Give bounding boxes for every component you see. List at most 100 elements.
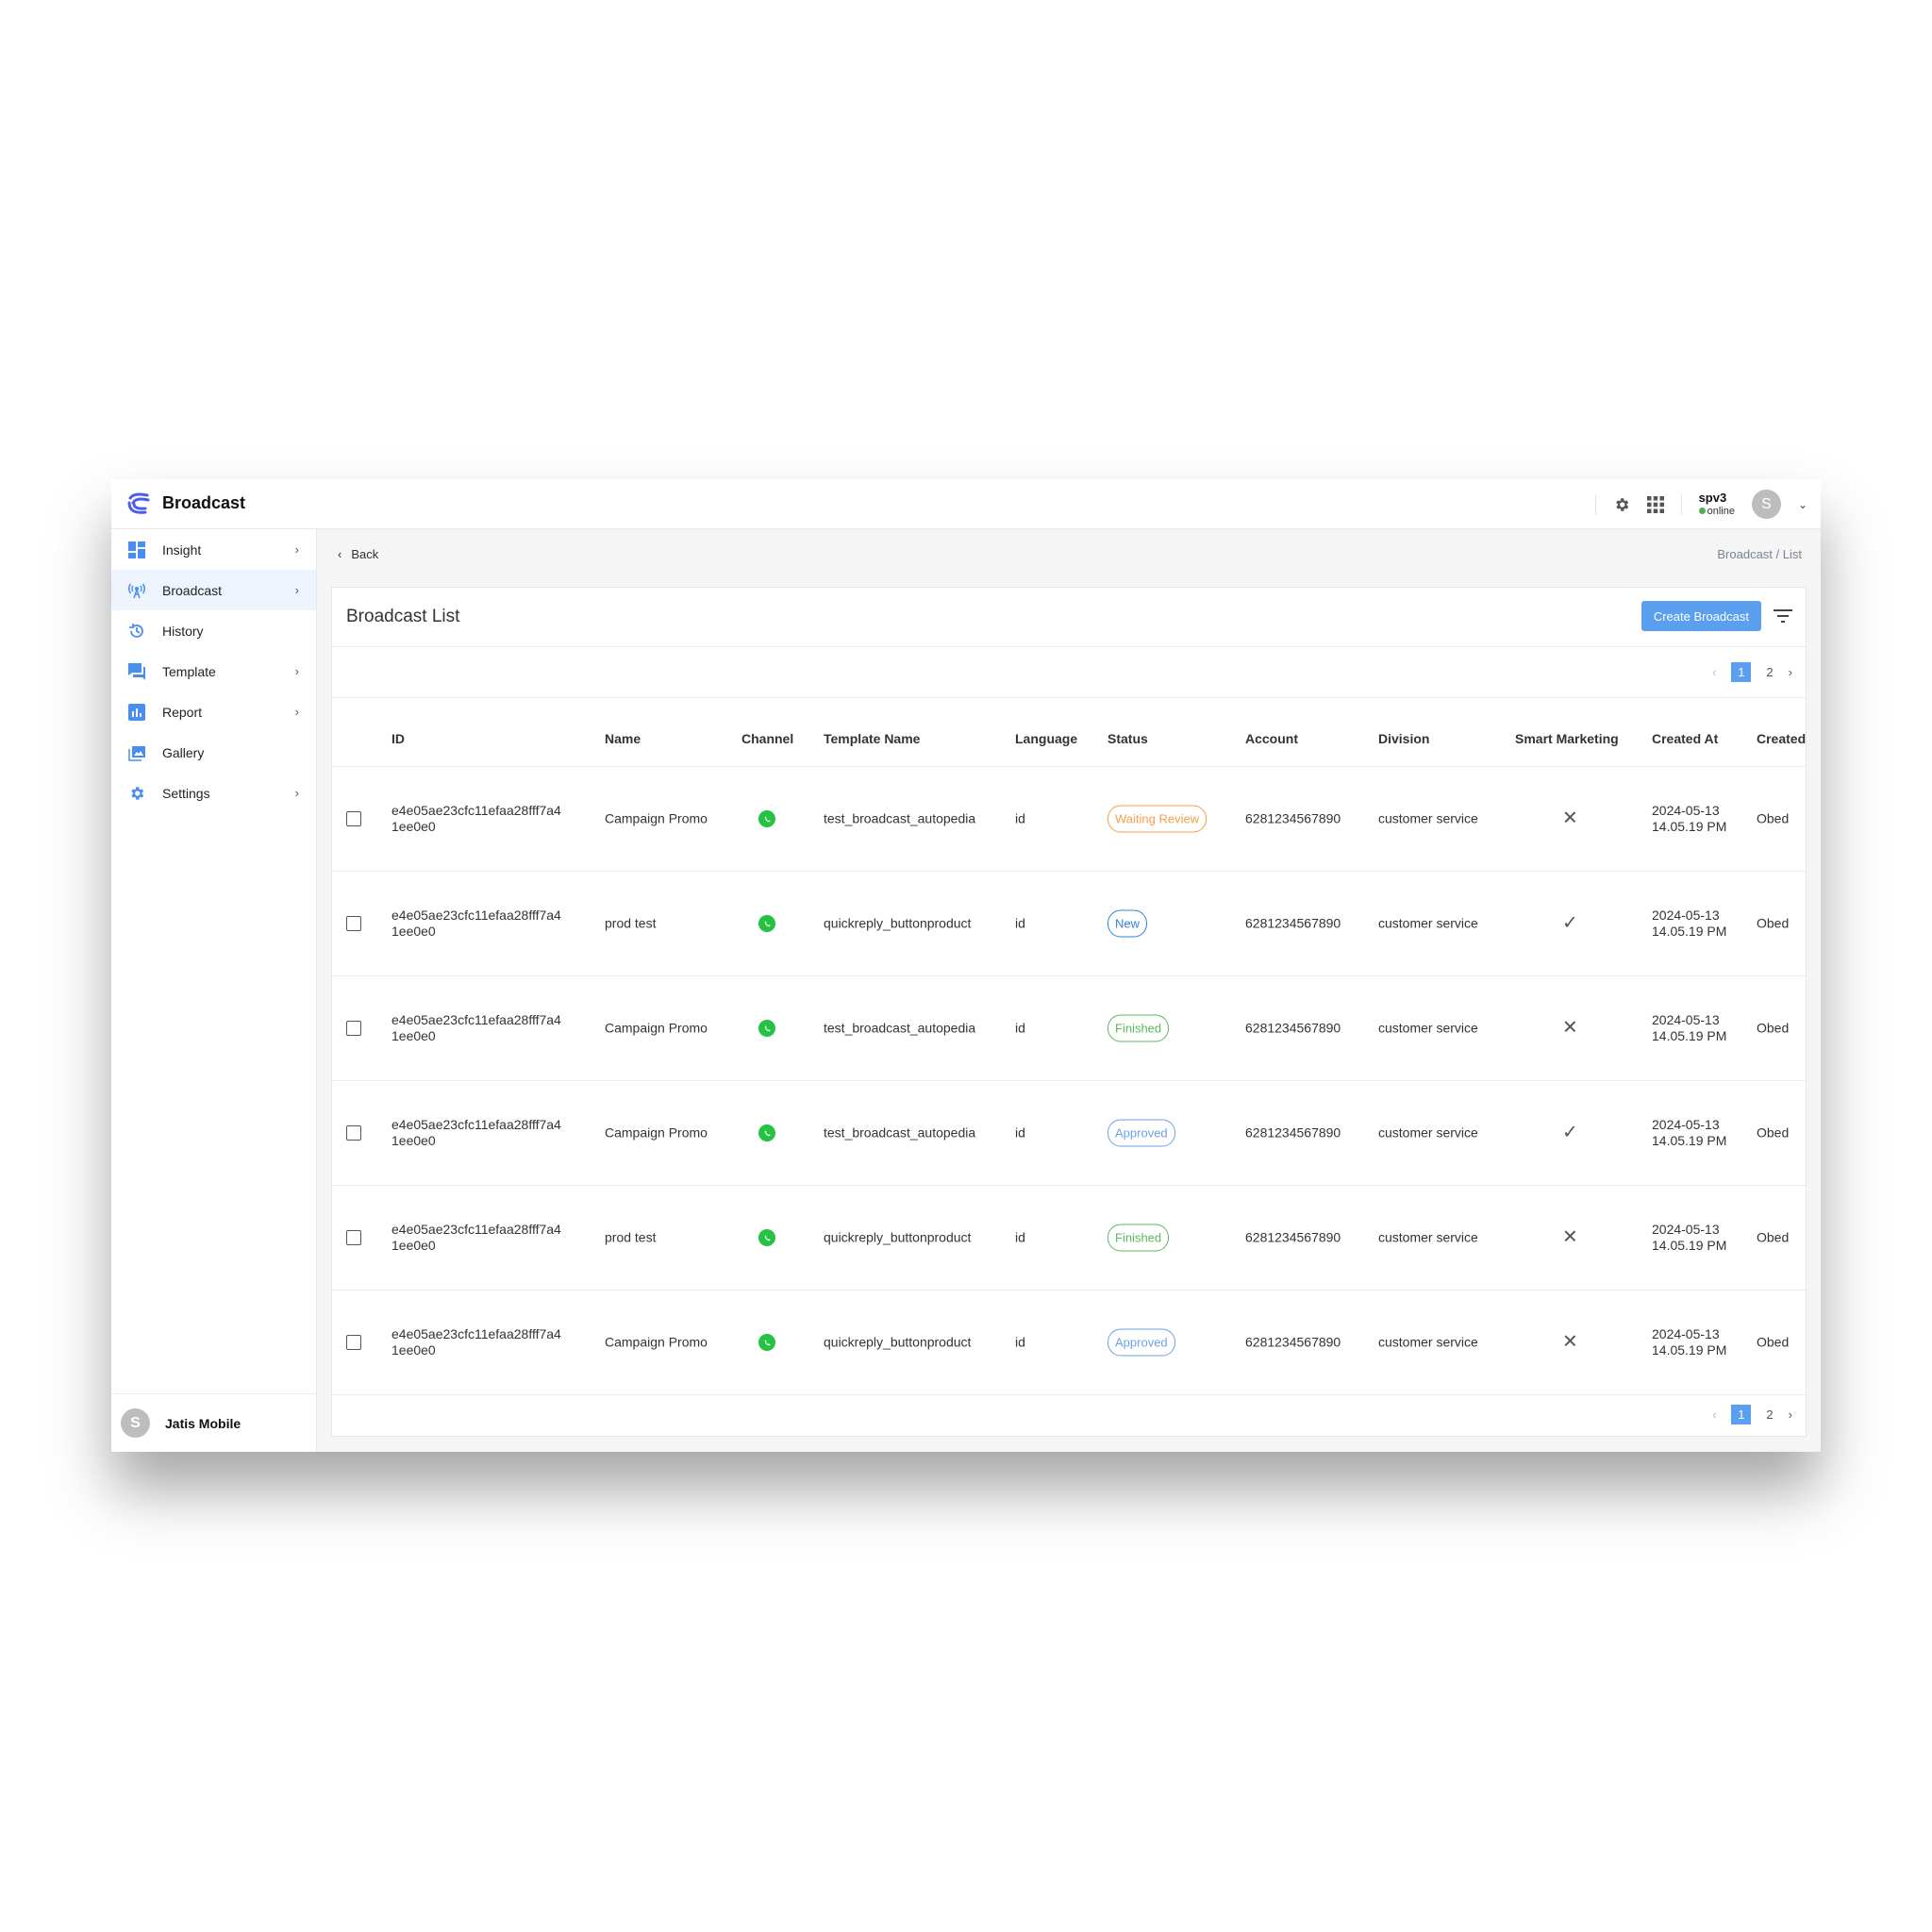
pagination-top: ‹ 1 2 › (1712, 662, 1792, 682)
prev-page-button[interactable]: ‹ (1712, 1407, 1717, 1422)
broadcast-name: prod test (605, 1229, 657, 1245)
created-at: 2024-05-13 14.05.19 PM (1652, 803, 1727, 834)
whatsapp-icon (758, 915, 775, 932)
created-by: Obed (1757, 1020, 1790, 1036)
chevron-right-icon: › (294, 542, 299, 557)
user-status: online (1707, 505, 1735, 517)
table-row[interactable]: e4e05ae23cfc11efaa28fff7a4 1ee0e0 Campaig… (332, 1291, 1806, 1395)
status-badge: Approved (1108, 1119, 1175, 1147)
column-header[interactable]: Created (1757, 731, 1807, 746)
gear-icon[interactable] (1613, 496, 1630, 513)
table-row[interactable]: e4e05ae23cfc11efaa28fff7a4 1ee0e0 Campaig… (332, 1081, 1806, 1186)
sidebar-item-history[interactable]: History (111, 610, 316, 651)
close-icon: ✕ (1562, 808, 1578, 829)
template-name: test_broadcast_autopedia (824, 1020, 976, 1036)
template-name: quickreply_buttonproduct (824, 1229, 972, 1245)
sidebar-item-label: History (162, 623, 204, 639)
avatar[interactable]: S (1751, 490, 1781, 519)
page-1-button[interactable]: 1 (1731, 662, 1752, 682)
page-2-button[interactable]: 2 (1766, 665, 1774, 679)
divider (1594, 493, 1596, 515)
row-checkbox[interactable] (346, 1230, 361, 1245)
column-header[interactable]: Status (1108, 731, 1148, 746)
pagination-bottom: ‹ 1 2 › (1712, 1405, 1792, 1424)
table-row[interactable]: e4e05ae23cfc11efaa28fff7a4 1ee0e0 Campaig… (332, 767, 1806, 872)
broadcast-id: e4e05ae23cfc11efaa28fff7a4 1ee0e0 (391, 1222, 561, 1253)
column-header[interactable]: Channel (741, 731, 794, 746)
table-row[interactable]: e4e05ae23cfc11efaa28fff7a4 1ee0e0 Campaig… (332, 976, 1806, 1081)
next-page-button[interactable]: › (1788, 1407, 1792, 1422)
sidebar-item-broadcast[interactable]: Broadcast › (111, 570, 316, 610)
sidebar-item-settings[interactable]: Settings › (111, 773, 316, 813)
chevron-right-icon: › (294, 664, 299, 678)
broadcast-name: Campaign Promo (605, 1020, 708, 1036)
org-name: Jatis Mobile (165, 1415, 242, 1431)
next-page-button[interactable]: › (1788, 665, 1792, 679)
sidebar-item-label: Template (162, 663, 216, 679)
page-title: Broadcast List (346, 607, 460, 626)
gear-icon (128, 785, 145, 802)
division: customer service (1378, 915, 1478, 931)
column-header[interactable]: ID (391, 731, 405, 746)
language: id (1015, 810, 1025, 826)
sidebar-item-gallery[interactable]: Gallery (111, 732, 316, 773)
sidebar-item-label: Insight (162, 541, 202, 558)
sidebar-item-label: Report (162, 704, 203, 720)
back-link[interactable]: ‹ Back (338, 547, 378, 561)
sidebar-item-label: Gallery (162, 744, 205, 760)
created-at: 2024-05-13 14.05.19 PM (1652, 908, 1727, 939)
user-info[interactable]: spv3 online (1698, 491, 1735, 519)
broadcast-id: e4e05ae23cfc11efaa28fff7a4 1ee0e0 (391, 1012, 561, 1043)
whatsapp-icon (758, 1124, 775, 1141)
page-1-button[interactable]: 1 (1731, 1405, 1752, 1424)
created-at: 2024-05-13 14.05.19 PM (1652, 1012, 1727, 1043)
column-header[interactable]: Division (1378, 731, 1430, 746)
sidebar-item-insight[interactable]: Insight › (111, 529, 316, 570)
status-badge: Finished (1108, 1224, 1170, 1252)
chevron-left-icon: ‹ (338, 547, 342, 561)
column-header[interactable]: Smart Marketing (1515, 731, 1619, 746)
chevron-down-icon[interactable]: ⌄ (1797, 497, 1807, 511)
created-at: 2024-05-13 14.05.19 PM (1652, 1117, 1727, 1148)
column-header[interactable]: Language (1015, 731, 1078, 746)
status-badge: Approved (1108, 1328, 1175, 1357)
filter-icon[interactable] (1774, 608, 1792, 624)
language: id (1015, 915, 1025, 931)
back-label: Back (351, 547, 379, 561)
division: customer service (1378, 1229, 1478, 1245)
broadcast-name: Campaign Promo (605, 810, 708, 826)
app-title: Broadcast (162, 493, 246, 512)
close-icon: ✕ (1562, 1226, 1578, 1248)
prev-page-button[interactable]: ‹ (1712, 665, 1717, 679)
template-name: quickreply_buttonproduct (824, 915, 972, 931)
created-by: Obed (1757, 915, 1790, 931)
org-footer[interactable]: S Jatis Mobile (111, 1393, 316, 1452)
check-icon: ✓ (1562, 912, 1578, 934)
row-checkbox[interactable] (346, 916, 361, 931)
column-header[interactable]: Created At (1652, 731, 1719, 746)
broadcast-name: Campaign Promo (605, 1334, 708, 1350)
created-at: 2024-05-13 14.05.19 PM (1652, 1326, 1727, 1357)
row-checkbox[interactable] (346, 1125, 361, 1141)
column-header[interactable]: Template Name (824, 731, 921, 746)
language: id (1015, 1334, 1025, 1350)
sidebar-item-template[interactable]: Template › (111, 651, 316, 691)
create-broadcast-button[interactable]: Create Broadcast (1641, 601, 1761, 631)
account: 6281234567890 (1245, 1334, 1341, 1350)
breadcrumb: Broadcast / List (1717, 547, 1802, 561)
apps-grid-icon[interactable] (1646, 495, 1664, 513)
row-checkbox[interactable] (346, 1335, 361, 1350)
page-2-button[interactable]: 2 (1766, 1407, 1774, 1422)
status-badge: Waiting Review (1108, 805, 1208, 833)
online-status-dot (1698, 507, 1706, 514)
column-header[interactable]: Name (605, 731, 641, 746)
account: 6281234567890 (1245, 1124, 1341, 1141)
column-header[interactable]: Account (1245, 731, 1298, 746)
row-checkbox[interactable] (346, 1021, 361, 1036)
row-checkbox[interactable] (346, 811, 361, 826)
table-row[interactable]: e4e05ae23cfc11efaa28fff7a4 1ee0e0 prod te… (332, 872, 1806, 976)
table-row[interactable]: e4e05ae23cfc11efaa28fff7a4 1ee0e0 prod te… (332, 1186, 1806, 1291)
sidebar-item-report[interactable]: Report › (111, 691, 316, 732)
divider (332, 766, 1806, 767)
whatsapp-icon (758, 810, 775, 827)
